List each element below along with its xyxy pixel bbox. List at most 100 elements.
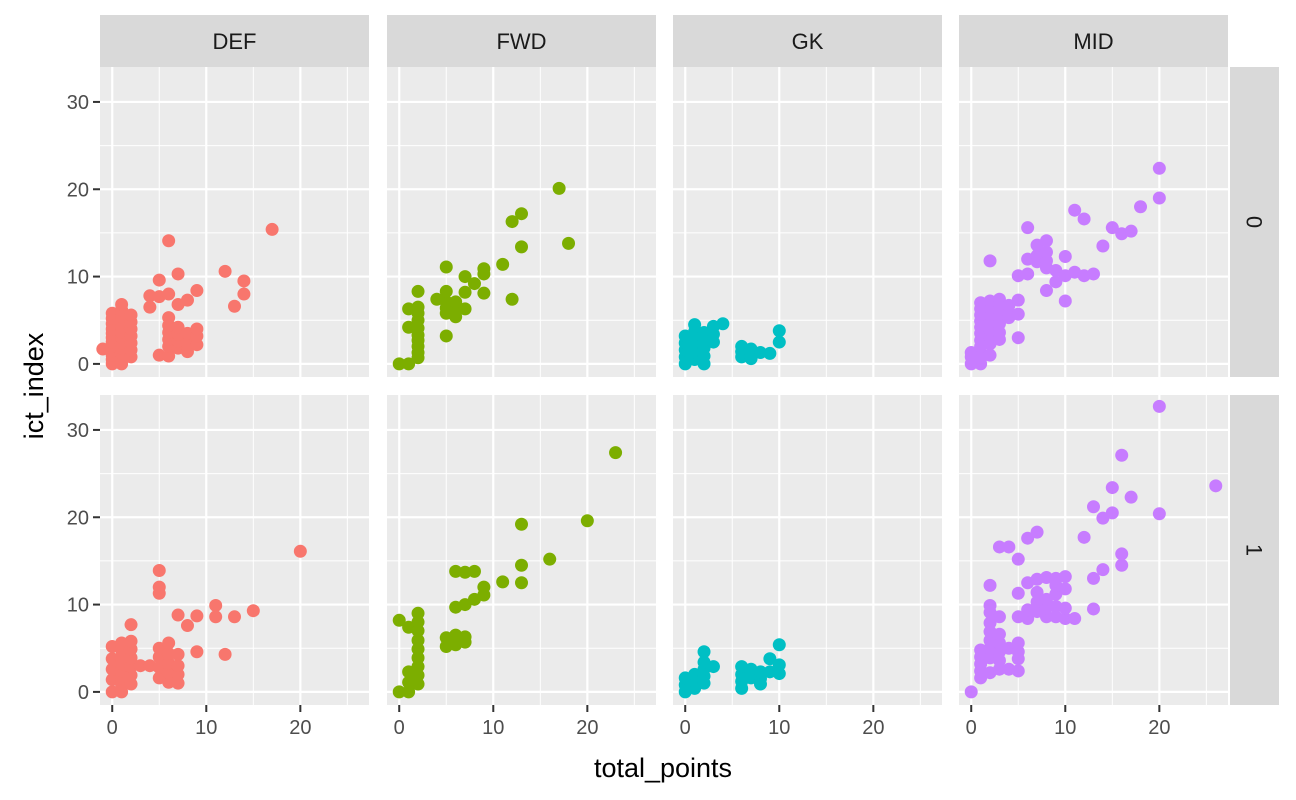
data-point-gk bbox=[753, 665, 767, 679]
data-point-def bbox=[190, 322, 204, 336]
data-point-fwd bbox=[505, 215, 519, 229]
y-tick-label: 20 bbox=[67, 507, 89, 529]
y-tick-label: 0 bbox=[78, 354, 89, 376]
data-point-mid bbox=[1068, 203, 1082, 217]
data-point-gk bbox=[763, 346, 777, 360]
data-point-def bbox=[162, 646, 176, 660]
data-point-fwd bbox=[543, 552, 557, 566]
data-point-mid bbox=[1021, 531, 1035, 545]
data-point-fwd bbox=[402, 357, 416, 371]
data-point-mid bbox=[983, 578, 997, 592]
data-point-mid bbox=[1105, 221, 1119, 235]
data-point-fwd bbox=[402, 320, 416, 334]
data-point-mid bbox=[1058, 612, 1072, 626]
data-point-def bbox=[180, 619, 194, 633]
x-tick-label: 0 bbox=[680, 717, 691, 739]
data-point-fwd bbox=[449, 295, 463, 309]
data-point-def bbox=[171, 608, 185, 622]
data-point-fwd bbox=[477, 262, 491, 276]
data-point-mid bbox=[1039, 284, 1053, 298]
data-point-def bbox=[124, 618, 138, 632]
data-point-fwd bbox=[458, 565, 472, 579]
strip-label-mid: MID bbox=[1073, 29, 1113, 54]
strip-background bbox=[387, 15, 656, 67]
data-point-gk bbox=[753, 346, 767, 360]
data-point-mid bbox=[1124, 224, 1138, 238]
x-tick-label: 10 bbox=[768, 717, 790, 739]
strip-background bbox=[1230, 67, 1279, 377]
data-point-fwd bbox=[467, 277, 481, 291]
data-point-mid bbox=[964, 685, 978, 699]
data-point-def bbox=[190, 609, 204, 623]
data-point-fwd bbox=[411, 633, 425, 647]
x-tick-label: 0 bbox=[107, 717, 118, 739]
data-point-def bbox=[162, 311, 176, 325]
data-point-def bbox=[143, 289, 157, 303]
x-axis-title: total_points bbox=[594, 753, 732, 783]
data-point-def bbox=[180, 293, 194, 307]
data-point-fwd bbox=[439, 260, 453, 274]
data-point-fwd bbox=[515, 558, 528, 572]
data-point-fwd bbox=[439, 329, 453, 343]
data-point-fwd bbox=[552, 181, 566, 195]
x-tick-label: 20 bbox=[576, 717, 598, 739]
y-tick-label: 20 bbox=[67, 179, 89, 201]
data-point-mid bbox=[1134, 200, 1148, 214]
strip-background bbox=[959, 15, 1228, 67]
data-point-def bbox=[218, 264, 232, 278]
data-point-gk bbox=[688, 318, 702, 332]
data-point-mid bbox=[1058, 294, 1072, 308]
x-tick-label: 0 bbox=[966, 717, 977, 739]
data-point-mid bbox=[1011, 552, 1025, 566]
data-point-mid bbox=[1077, 530, 1091, 544]
data-point-fwd bbox=[467, 564, 481, 578]
data-point-def bbox=[152, 564, 166, 578]
data-point-fwd bbox=[505, 292, 519, 306]
data-point-def bbox=[143, 300, 157, 314]
panel-background bbox=[387, 395, 656, 705]
data-point-mid bbox=[1124, 490, 1138, 504]
strip-background bbox=[673, 15, 942, 67]
data-point-def bbox=[237, 274, 251, 288]
x-tick-label: 20 bbox=[1148, 717, 1170, 739]
data-point-gk bbox=[706, 660, 720, 674]
data-point-gk bbox=[716, 317, 730, 331]
data-point-mid bbox=[964, 346, 978, 360]
data-point-mid bbox=[1002, 540, 1016, 554]
data-point-fwd bbox=[411, 606, 425, 620]
ticks-layer: 0 10 20 30 0 10 20 30 0 10 20 0 10 20 0 10 20 0 10 20 bbox=[67, 92, 1171, 739]
data-point-def bbox=[105, 685, 119, 699]
data-point-fwd bbox=[392, 357, 406, 371]
data-point-def bbox=[152, 273, 166, 287]
data-point-gk bbox=[772, 324, 786, 338]
data-point-mid bbox=[1087, 571, 1100, 585]
data-point-mid bbox=[983, 254, 997, 268]
data-point-fwd bbox=[515, 207, 528, 221]
data-point-mid bbox=[983, 598, 997, 612]
data-point-mid bbox=[983, 348, 997, 362]
data-point-fwd bbox=[458, 630, 472, 644]
data-point-fwd bbox=[562, 236, 576, 250]
data-point-mid bbox=[1152, 399, 1166, 413]
data-point-def bbox=[162, 234, 176, 248]
strip-label-gk: GK bbox=[792, 29, 824, 54]
y-axis-title: ict_index bbox=[19, 332, 49, 439]
data-point-def bbox=[171, 320, 185, 334]
data-point-def bbox=[180, 337, 194, 351]
data-point-fwd bbox=[458, 270, 472, 284]
data-point-mid bbox=[1152, 191, 1166, 205]
data-point-mid bbox=[1087, 500, 1100, 514]
data-point-mid bbox=[1105, 506, 1119, 520]
data-point-mid bbox=[1011, 636, 1025, 650]
data-point-fwd bbox=[477, 580, 491, 594]
data-point-fwd bbox=[609, 446, 623, 460]
data-point-fwd bbox=[392, 685, 406, 699]
data-point-def bbox=[171, 647, 185, 661]
data-point-mid bbox=[1030, 585, 1044, 599]
data-point-mid bbox=[1115, 547, 1129, 561]
y-tick-label: 10 bbox=[67, 595, 89, 617]
data-point-fwd bbox=[439, 284, 453, 298]
data-point-def bbox=[162, 675, 176, 689]
data-point-mid bbox=[1209, 479, 1223, 493]
